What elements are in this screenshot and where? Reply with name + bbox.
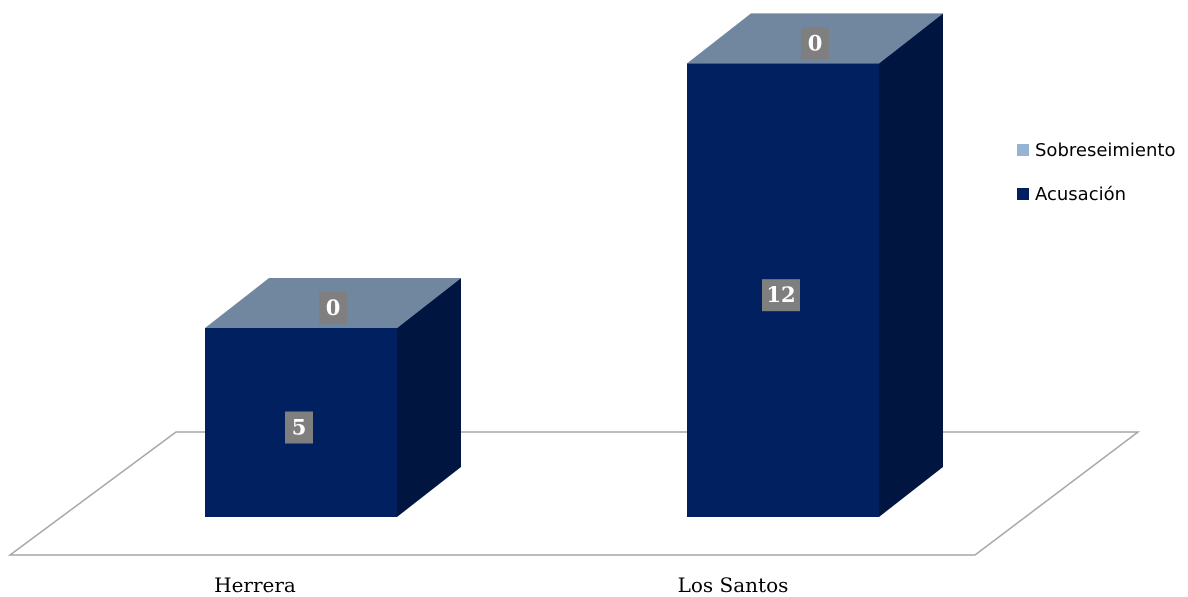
data-label-sobreseimiento-box — [801, 27, 829, 60]
legend-swatch — [1017, 188, 1029, 200]
data-label-acusacion-box — [762, 279, 800, 312]
data-label-acusacion: 12 — [762, 279, 800, 312]
legend-item: Acusación — [1017, 184, 1126, 205]
legend-label: Sobreseimiento — [1035, 140, 1175, 161]
data-label-acusacion-text: 12 — [766, 282, 795, 307]
bar-side — [879, 13, 943, 518]
legend-item: Sobreseimiento — [1017, 140, 1175, 161]
category-label: Los Santos — [678, 573, 789, 597]
legend-swatch — [1017, 144, 1029, 156]
category-label: Herrera — [214, 573, 296, 597]
legend: Sobreseimiento Acusación — [1017, 140, 1175, 205]
data-label-sobreseimiento: 0 — [319, 292, 347, 324]
chart-floor — [7, 431, 1141, 556]
data-label-acusacion: 5 — [285, 411, 313, 444]
data-label-acusacion-box — [285, 411, 313, 444]
data-label-sobreseimiento: 0 — [801, 27, 829, 60]
data-label-sobreseimiento-text: 0 — [808, 30, 823, 55]
bar-side — [397, 278, 461, 517]
legend-label: Acusación — [1035, 184, 1126, 205]
category-labels: Herrera Los Santos — [214, 573, 788, 597]
data-label-sobreseimiento-text: 0 — [326, 295, 341, 320]
data-label-acusacion-text: 5 — [292, 415, 307, 440]
bar-herrera: 50 — [205, 278, 461, 517]
bar-los-santos: 12 0 — [687, 13, 943, 518]
data-label-sobreseimiento-box — [319, 292, 347, 324]
